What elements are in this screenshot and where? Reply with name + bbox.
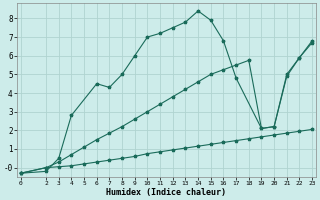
X-axis label: Humidex (Indice chaleur): Humidex (Indice chaleur): [107, 188, 227, 197]
